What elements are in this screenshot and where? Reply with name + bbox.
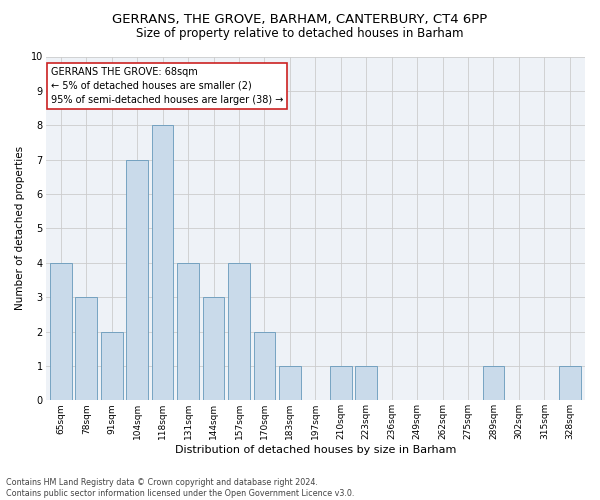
Bar	[101, 332, 122, 400]
Bar	[482, 366, 504, 400]
Bar	[228, 263, 250, 400]
Bar	[254, 332, 275, 400]
Bar	[152, 126, 173, 400]
Bar	[50, 263, 71, 400]
Text: Contains HM Land Registry data © Crown copyright and database right 2024.
Contai: Contains HM Land Registry data © Crown c…	[6, 478, 355, 498]
Bar	[177, 263, 199, 400]
Bar	[330, 366, 352, 400]
Bar	[279, 366, 301, 400]
Bar	[127, 160, 148, 400]
X-axis label: Distribution of detached houses by size in Barham: Distribution of detached houses by size …	[175, 445, 456, 455]
Y-axis label: Number of detached properties: Number of detached properties	[15, 146, 25, 310]
Bar	[76, 297, 97, 401]
Text: Size of property relative to detached houses in Barham: Size of property relative to detached ho…	[136, 28, 464, 40]
Bar	[355, 366, 377, 400]
Text: GERRANS, THE GROVE, BARHAM, CANTERBURY, CT4 6PP: GERRANS, THE GROVE, BARHAM, CANTERBURY, …	[112, 12, 488, 26]
Text: GERRANS THE GROVE: 68sqm
← 5% of detached houses are smaller (2)
95% of semi-det: GERRANS THE GROVE: 68sqm ← 5% of detache…	[51, 67, 283, 105]
Bar	[203, 297, 224, 401]
Bar	[559, 366, 581, 400]
